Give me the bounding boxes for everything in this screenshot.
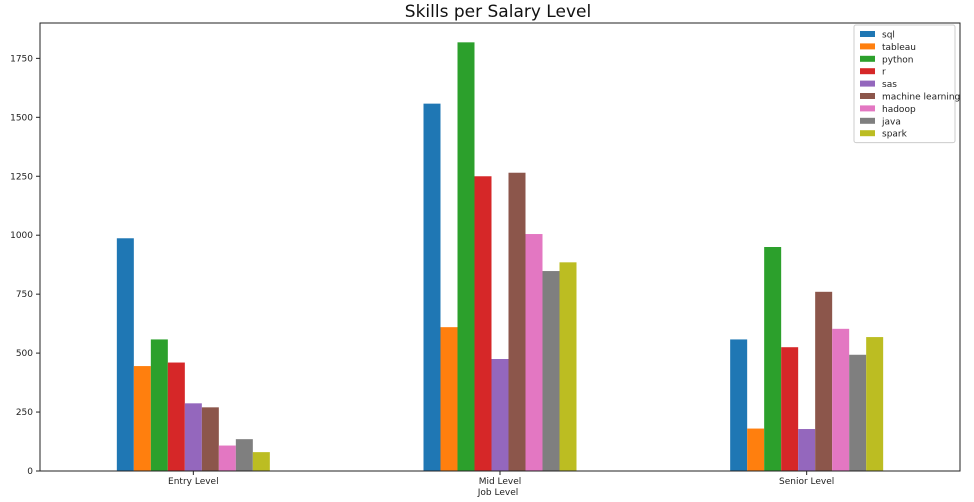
bar-sas-mid-level xyxy=(491,359,509,471)
legend-label: hadoop xyxy=(882,105,916,115)
bar-tableau-mid-level xyxy=(440,327,458,471)
bar-spark-mid-level xyxy=(559,262,577,471)
bar-r-mid-level xyxy=(474,176,492,471)
legend-swatch xyxy=(860,105,875,112)
bar-python-mid-level xyxy=(457,42,475,471)
legend-swatch xyxy=(860,31,875,37)
bar-sql-senior-level xyxy=(730,339,748,471)
legend-label: sas xyxy=(882,80,897,90)
y-tick-label: 250 xyxy=(16,408,33,418)
y-tick-label: 750 xyxy=(16,290,33,300)
bar-java-mid-level xyxy=(542,271,560,471)
y-tick-label: 1500 xyxy=(10,113,33,123)
chart-title: Skills per Salary Level xyxy=(405,2,591,22)
y-tick-label: 1750 xyxy=(10,54,33,64)
legend-swatch xyxy=(860,55,875,62)
bar-spark-senior-level xyxy=(866,337,884,471)
y-tick-label: 500 xyxy=(16,349,33,359)
y-tick-label: 1000 xyxy=(10,231,33,241)
x-tick-label: Senior Level xyxy=(779,477,834,487)
bar-hadoop-mid-level xyxy=(525,234,543,471)
legend-label: python xyxy=(882,55,913,65)
legend-label: r xyxy=(882,68,886,78)
bar-sas-entry-level xyxy=(184,403,202,471)
legend-swatch xyxy=(860,80,875,87)
bar-machine-learning-entry-level xyxy=(201,407,219,471)
bar-spark-entry-level xyxy=(252,452,270,471)
y-tick-label: 1250 xyxy=(10,172,33,182)
bar-tableau-entry-level xyxy=(133,366,151,471)
bar-r-senior-level xyxy=(781,347,799,471)
bar-python-entry-level xyxy=(150,339,168,471)
x-tick-label: Mid Level xyxy=(479,477,522,487)
legend-swatch xyxy=(860,117,875,124)
bar-r-entry-level xyxy=(167,362,185,471)
bars-group xyxy=(116,42,884,471)
legend-label: java xyxy=(881,117,901,127)
bar-python-senior-level xyxy=(764,247,782,471)
legend-label: sql xyxy=(882,31,895,41)
bar-java-entry-level xyxy=(235,439,253,471)
bar-machine-learning-mid-level xyxy=(508,172,526,471)
bar-tableau-senior-level xyxy=(747,428,765,471)
legend-swatch xyxy=(860,68,875,75)
legend-swatch xyxy=(860,93,875,99)
x-tick-label: Entry Level xyxy=(168,477,219,487)
bar-sas-senior-level xyxy=(798,429,816,471)
legend-label: tableau xyxy=(882,43,916,53)
legend-label: spark xyxy=(882,130,908,140)
y-axis: 0 250 500 750 1000 1250 1500 1750 xyxy=(10,54,40,477)
x-axis: Entry Level Mid Level Senior Level xyxy=(168,471,834,487)
bar-hadoop-senior-level xyxy=(832,328,850,471)
bar-sql-entry-level xyxy=(116,238,134,471)
plot-frame xyxy=(39,22,961,472)
legend-swatch xyxy=(860,130,875,137)
legend-swatch xyxy=(860,43,875,50)
y-tick-label: 0 xyxy=(27,467,33,477)
legend: sql tableau python r sas machine learning hado… xyxy=(853,24,960,144)
x-axis-title: Job Level xyxy=(477,488,519,498)
legend-box xyxy=(853,24,956,144)
bar-hadoop-entry-level xyxy=(218,445,236,471)
legend-label: machine learning xyxy=(882,93,960,103)
bar-machine-learning-senior-level xyxy=(815,291,833,471)
bar-java-senior-level xyxy=(849,354,867,471)
bar-sql-mid-level xyxy=(423,103,441,471)
